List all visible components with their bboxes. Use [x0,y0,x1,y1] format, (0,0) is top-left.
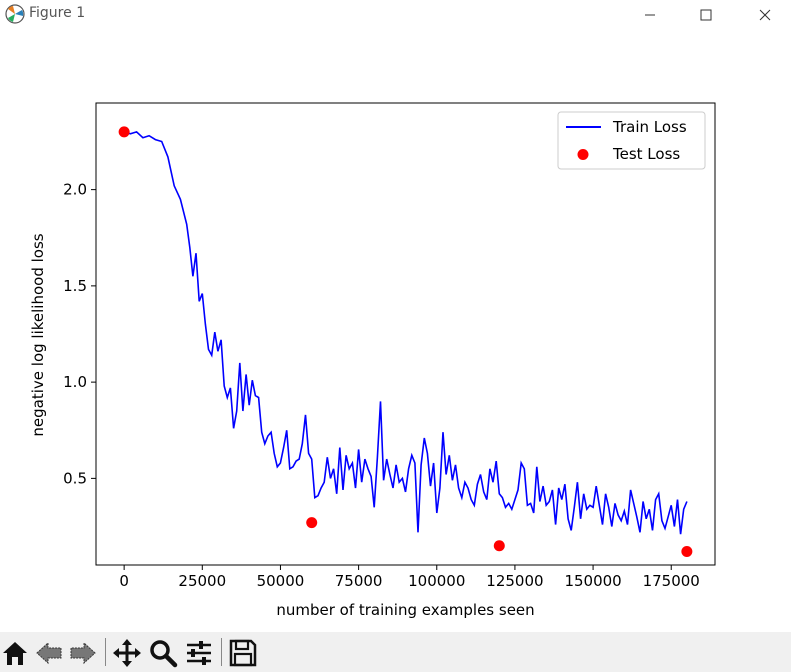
legend-test-swatch [577,149,589,160]
minimize-button[interactable] [627,0,673,30]
test-loss-point [681,546,693,558]
zoom-button[interactable] [148,638,178,668]
legend-train-label: Train Loss [612,118,687,136]
legend: Train Loss Test Loss [557,111,706,170]
matplotlib-icon [5,4,25,24]
x-tick-label: 75000 [335,572,383,590]
test-loss-point [118,126,130,138]
pan-icon [113,639,141,667]
back-button[interactable] [34,638,64,668]
y-tick-label: 0.5 [63,469,87,487]
legend-test-label: Test Loss [612,145,680,163]
y-axis-label: negative log likelihood loss [29,233,47,436]
configure-subplots-icon [187,641,211,665]
save-icon [229,639,257,667]
maximize-icon [700,9,712,21]
train-loss-line [123,131,688,535]
x-tick-label: 150000 [564,572,621,590]
loss-chart: 0 25000 50000 75000 100000 125000 150000 175000… [29,102,716,619]
figure-canvas[interactable]: 0 25000 50000 75000 100000 125000 150000 175000… [0,30,791,632]
configure-subplots-button[interactable] [184,638,214,668]
test-loss-point [493,540,505,552]
x-axis-ticks: 0 25000 50000 75000 100000 125000 150000 175000 [119,565,700,590]
window-title: Figure 1 [29,5,86,21]
home-button[interactable] [0,638,30,668]
forward-button[interactable] [68,638,98,668]
forward-icon [70,641,96,665]
pan-button[interactable] [112,638,142,668]
x-tick-label: 25000 [178,572,226,590]
toolbar-separator [221,638,222,666]
y-axis-ticks: 0.5 1.0 1.5 2.0 [63,181,96,487]
plot-frame [95,102,716,566]
y-tick-label: 1.0 [63,373,87,391]
save-button[interactable] [228,638,258,668]
navigation-toolbar [0,632,791,672]
x-tick-label: 50000 [257,572,305,590]
minimize-icon [645,14,655,16]
test-loss-points [118,126,693,558]
close-icon [759,9,771,21]
x-tick-label: 0 [119,572,129,590]
x-tick-label: 125000 [486,572,543,590]
y-tick-label: 2.0 [63,181,87,199]
x-tick-label: 100000 [408,572,465,590]
close-button[interactable] [742,0,788,30]
zoom-icon [150,640,178,668]
window-titlebar: Figure 1 [0,0,791,30]
home-icon [3,642,27,665]
toolbar-separator [105,638,106,666]
y-tick-label: 1.5 [63,277,87,295]
x-tick-label: 175000 [643,572,700,590]
test-loss-point [306,517,318,529]
maximize-button[interactable] [683,0,729,30]
back-icon [36,641,62,665]
x-axis-label: number of training examples seen [276,601,534,619]
